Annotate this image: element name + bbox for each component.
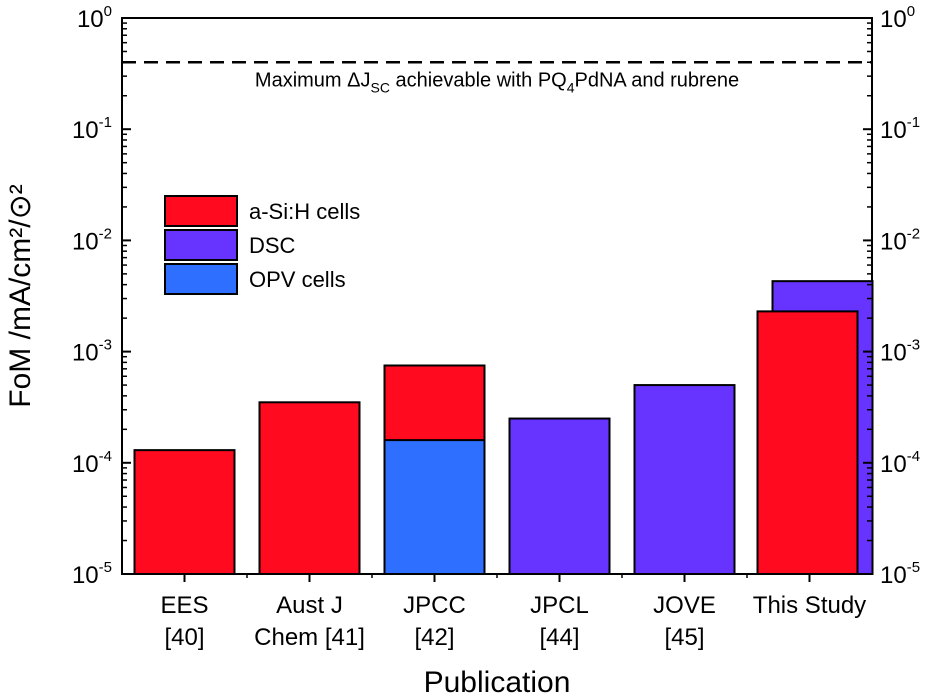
y-tick-label-left: 10-1 bbox=[72, 114, 112, 144]
y-tick-label-right: 10-2 bbox=[880, 225, 920, 255]
legend-label: a-Si:H cells bbox=[249, 199, 360, 224]
y-tick-label-right: 10-5 bbox=[880, 559, 920, 589]
x-category-label: [42] bbox=[414, 624, 454, 651]
bar-dsc-4 bbox=[633, 384, 736, 575]
x-category-label: Aust J bbox=[276, 592, 343, 619]
x-category-label: [45] bbox=[664, 624, 704, 651]
x-category-label: Chem [41] bbox=[254, 624, 365, 651]
x-axis-title: Publication bbox=[424, 666, 571, 697]
legend-swatch-opv-cells bbox=[164, 263, 238, 295]
y-tick-label-right: 100 bbox=[880, 3, 915, 33]
legend-swatch-dsc bbox=[164, 229, 238, 261]
reference-line-group: Maximum ΔJSC achievable with PQ4PdNA and… bbox=[122, 61, 872, 95]
y-tick-label-left: 100 bbox=[77, 3, 112, 33]
x-category-label: JPCC bbox=[403, 592, 466, 619]
legend-swatch-a-si-h-cells bbox=[164, 195, 238, 227]
legend: a-Si:H cells DSC OPV cells bbox=[164, 195, 360, 295]
y-tick-label-right: 10-3 bbox=[880, 337, 920, 367]
reference-line-label: Maximum ΔJSC achievable with PQ4PdNA and… bbox=[255, 69, 739, 95]
x-axis-ticks: EES [40] Aust J Chem [41] JPCC [42] JPCL [44] JO… bbox=[160, 574, 866, 651]
x-category-label: [44] bbox=[539, 624, 579, 651]
y-axis-ticks: 10-5 10-5 10-4 10-4 10-3 10-3 10-2 10-2 10-1 10-1… bbox=[72, 3, 920, 589]
y-tick-label-left: 10-5 bbox=[72, 559, 112, 589]
bar-a-si-h-cells-5 bbox=[756, 310, 859, 575]
y-tick-label-left: 10-3 bbox=[72, 337, 112, 367]
y-tick-label-right: 10-4 bbox=[880, 448, 920, 478]
x-category-label: EES bbox=[160, 592, 208, 619]
bar-opv-cells-2 bbox=[383, 439, 486, 576]
bars-group bbox=[133, 280, 874, 576]
x-category-label: [40] bbox=[164, 624, 204, 651]
x-category-label: JOVE bbox=[653, 592, 716, 619]
bar-dsc-3 bbox=[508, 417, 611, 575]
y-tick-label-left: 10-2 bbox=[72, 225, 112, 255]
legend-label: OPV cells bbox=[249, 267, 346, 292]
x-category-label: This Study bbox=[753, 592, 866, 619]
y-tick-label-left: 10-4 bbox=[72, 448, 112, 478]
bar-a-si-h-cells-0 bbox=[133, 449, 236, 575]
bar-a-si-h-cells-1 bbox=[258, 401, 361, 575]
x-category-label: JPCL bbox=[530, 592, 589, 619]
y-tick-label-right: 10-1 bbox=[880, 114, 920, 144]
y-axis-title: FoM /mA/cm²/⊙² bbox=[4, 184, 37, 407]
legend-label: DSC bbox=[249, 233, 296, 258]
